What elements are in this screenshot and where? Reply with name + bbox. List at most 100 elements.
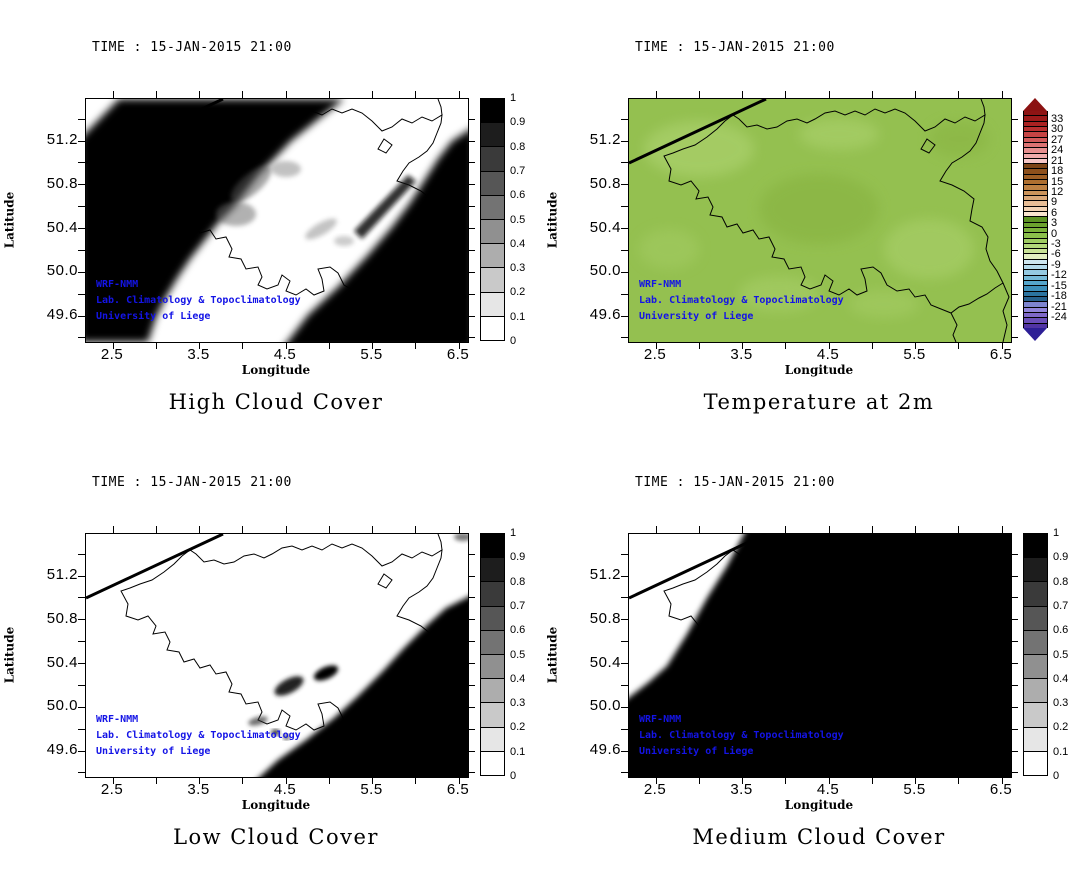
x-axis-title: Longitude — [784, 363, 854, 377]
tick-mark — [871, 91, 873, 98]
colorbar-tick-label: 0.4 — [510, 672, 526, 685]
colorbar-segment — [1024, 164, 1047, 170]
tick-mark — [468, 271, 475, 273]
x-tick-label: 4.5 — [273, 781, 297, 798]
colorbar-tick-label: 0.2 — [510, 721, 526, 734]
tick-mark — [1011, 663, 1018, 664]
panel-high-cloud-cover: TIME : 15-JAN-2015 21:00 Latitude — [0, 0, 543, 435]
x-tick-label: 4.5 — [816, 781, 840, 798]
map-medium-cloud: WRF-NMM Lab. Climatology & Topoclimatolo… — [621, 526, 1018, 784]
tick-mark — [112, 526, 114, 533]
x-tick-label: 3.5 — [730, 346, 753, 363]
tick-mark — [1011, 619, 1018, 621]
tick-mark — [655, 342, 657, 349]
tick-mark — [742, 526, 743, 533]
tick-mark — [1011, 684, 1018, 686]
colorbar-segment — [1024, 558, 1047, 583]
colorbar-segment — [481, 582, 504, 607]
tick-mark — [621, 553, 628, 555]
colorbar-cloud-fraction — [480, 98, 505, 341]
temperature-shading — [639, 118, 989, 318]
tick-mark — [78, 684, 85, 686]
colorbar-cloud-fraction — [1023, 533, 1048, 776]
colorbar-segment — [1024, 158, 1047, 165]
x-axis-title: Longitude — [241, 363, 311, 377]
tick-mark — [1011, 597, 1018, 599]
tick-mark — [78, 663, 85, 664]
tick-mark — [199, 91, 200, 98]
colorbar-tick-label: 0.7 — [1053, 599, 1069, 612]
tick-mark — [468, 641, 475, 643]
colorbar-segment — [1024, 116, 1047, 122]
tick-mark — [78, 728, 85, 730]
colorbar-tick-label: -9 — [1051, 258, 1061, 271]
colorbar-segment — [1024, 307, 1047, 313]
tick-mark — [78, 772, 85, 774]
colorbar-segment — [1024, 655, 1047, 680]
tick-mark — [199, 342, 200, 349]
tick-mark — [468, 663, 475, 664]
colorbar-segment — [1024, 534, 1047, 559]
colorbar-tick-label: 0.8 — [510, 140, 526, 153]
colorbar-tick-label: 0.5 — [1053, 648, 1069, 661]
colorbar-segment — [1024, 142, 1047, 149]
colorbar-segment — [1024, 174, 1047, 181]
tick-mark — [458, 342, 460, 349]
tick-mark — [328, 777, 330, 784]
colorbar-segment — [1024, 196, 1047, 202]
colorbar-tick-label: -18 — [1051, 290, 1067, 303]
x-tick-label: 4.5 — [816, 346, 840, 363]
tick-mark — [78, 575, 85, 577]
colorbar-tick-label: 0.3 — [510, 262, 526, 275]
tick-mark — [199, 777, 200, 784]
colorbar-segment — [481, 220, 504, 245]
tick-mark — [112, 91, 114, 98]
colorbar-segment — [1024, 126, 1047, 133]
tick-mark — [285, 91, 287, 98]
tick-mark — [372, 526, 373, 533]
tick-mark — [458, 526, 460, 533]
credit-line: Lab. Climatology & Topoclimatology — [96, 730, 301, 741]
tick-mark — [621, 619, 628, 621]
colorbar-segment — [1024, 243, 1047, 250]
colorbar-tick-label: 0.3 — [1053, 697, 1069, 710]
colorbar-segment — [1024, 111, 1047, 117]
tick-mark — [621, 140, 628, 142]
colorbar-segment — [481, 316, 504, 341]
x-tick-label: 4.5 — [273, 346, 297, 363]
tick-mark — [285, 342, 287, 349]
colorbar-segment — [1024, 318, 1047, 324]
colorbar-segment — [1024, 201, 1047, 207]
credit-line: WRF-NMM — [96, 714, 139, 725]
model-credits: WRF-NMM Lab. Climatology & Topoclimatolo… — [639, 277, 844, 325]
tick-mark — [242, 342, 244, 349]
colorbar-segment — [1024, 323, 1047, 328]
tick-mark — [785, 777, 787, 784]
colorbar-tick-label: 0.5 — [510, 648, 526, 661]
tick-mark — [78, 118, 85, 120]
tick-mark — [1011, 728, 1018, 730]
y-tick-label: 49.6 — [589, 306, 621, 323]
tick-mark — [468, 293, 475, 295]
tick-mark — [1001, 777, 1003, 784]
colorbar-tick-label: 21 — [1051, 154, 1064, 167]
y-axis-title: Latitude — [2, 626, 17, 683]
tick-mark — [78, 271, 85, 273]
tick-mark — [242, 526, 244, 533]
colorbar-tick-label: -12 — [1051, 269, 1067, 282]
tick-mark — [621, 750, 628, 752]
x-tick-label: 5.5 — [360, 781, 383, 798]
y-tick-label: 50.4 — [46, 218, 78, 236]
tick-mark — [621, 684, 628, 686]
colorbar-tick-label: 33 — [1051, 113, 1064, 125]
tick-mark — [621, 293, 628, 295]
tick-mark — [1011, 337, 1018, 339]
credit-line: University of Liege — [96, 746, 211, 757]
map-low-cloud: WRF-NMM Lab. Climatology & Topoclimatolo… — [78, 526, 475, 784]
tick-mark — [742, 91, 743, 98]
tick-mark — [285, 526, 287, 533]
y-tick-label: 50.8 — [589, 174, 621, 192]
colorbar-segment — [481, 171, 504, 196]
panel-low-cloud-cover: TIME : 15-JAN-2015 21:00 Latitude — [0, 435, 543, 869]
